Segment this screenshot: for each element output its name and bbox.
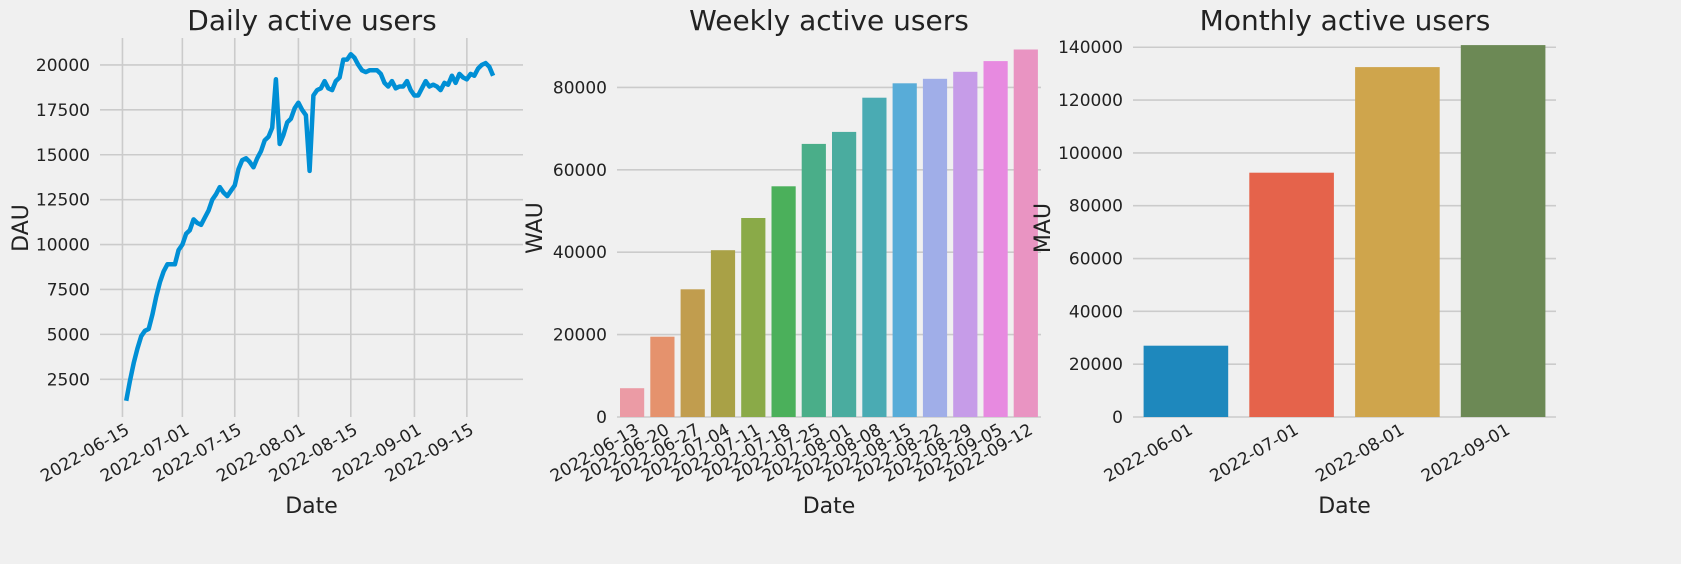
bar (1249, 172, 1334, 417)
y-tick-label: 20000 (36, 56, 90, 76)
y-axis-label: MAU (1031, 203, 1056, 253)
y-tick-label: 80000 (553, 78, 607, 98)
chart-title: Daily active users (187, 4, 436, 37)
y-tick-label: 0 (1112, 408, 1123, 428)
y-tick-label: 15000 (36, 146, 90, 166)
chart-panel-3: 0 20000 40000 60000 80000 100000 120000 140000 M… (1031, 4, 1556, 519)
bar (922, 78, 948, 418)
bar (953, 71, 978, 418)
bar (892, 83, 917, 418)
chart-panel-2: 0 20000 40000 60000 80000 Weekly active users… (523, 4, 1041, 519)
chart-panel-1: 2500 5000 7500 10000 12500 15000 17500 20000 Dai… (9, 4, 523, 519)
bar (801, 143, 826, 417)
y-tick-label: 140000 (1058, 38, 1123, 58)
y-tick-label: 2500 (47, 370, 90, 390)
y-tick-label: 10000 (36, 236, 90, 256)
x-tick-label: 2022-09-01 (1418, 420, 1514, 487)
y-tick-label: 12500 (36, 191, 90, 211)
chart-title: Weekly active users (689, 4, 969, 37)
bar (862, 97, 887, 417)
bar (650, 336, 675, 417)
y-tick-label: 40000 (1069, 302, 1123, 322)
bar (1143, 345, 1229, 417)
y-tick-label: 80000 (1069, 197, 1123, 217)
x-tick-label: 2022-08-01 (1312, 420, 1408, 487)
bar (771, 186, 796, 417)
y-tick-label: 60000 (1069, 250, 1123, 270)
bar (832, 131, 857, 417)
bar (1013, 49, 1038, 417)
x-tick-label: 2022-07-01 (1207, 420, 1303, 487)
bar (710, 250, 736, 417)
bar (983, 61, 1008, 417)
bar (741, 218, 766, 417)
y-tick-label: 100000 (1058, 144, 1123, 164)
y-tick-label: 120000 (1058, 91, 1123, 111)
bar (680, 289, 705, 417)
y-tick-label: 7500 (47, 280, 90, 300)
y-tick-label: 20000 (1069, 355, 1123, 375)
y-axis-label: WAU (523, 202, 548, 254)
x-axis-label: Date (1318, 494, 1371, 519)
x-tick-label: 2022-06-01 (1101, 420, 1197, 487)
y-tick-label: 17500 (36, 101, 90, 121)
y-tick-label: 5000 (47, 325, 90, 345)
y-tick-label: 20000 (553, 326, 607, 346)
y-tick-label: 40000 (553, 243, 607, 263)
bar (1460, 45, 1546, 417)
x-axis-label: Date (285, 494, 338, 519)
chart-title: Monthly active users (1200, 4, 1491, 37)
y-tick-label: 0 (596, 408, 607, 428)
bar (1355, 67, 1440, 417)
x-axis-label: Date (803, 494, 856, 519)
bar (620, 388, 645, 417)
y-tick-label: 60000 (553, 161, 607, 181)
dau-series-line (123, 51, 496, 402)
y-axis-label: DAU (9, 204, 34, 252)
